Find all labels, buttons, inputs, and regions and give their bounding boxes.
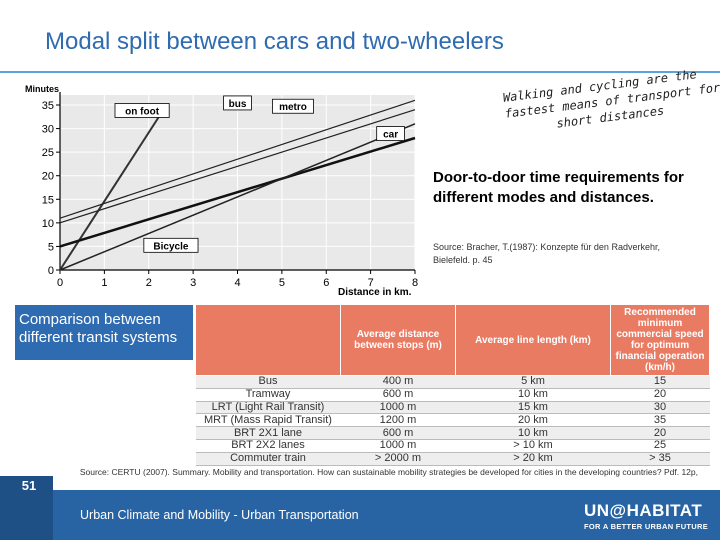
transit-comparison-table: Average distance between stops (m) Avera… — [195, 304, 710, 466]
un-habitat-tagline: FOR A BETTER URBAN FUTURE — [584, 522, 709, 531]
table-cell: 20 km — [455, 413, 611, 428]
table-cell: 400 m — [340, 375, 456, 389]
table-cell: MRT (Mass Rapid Transit) — [195, 413, 341, 428]
table-cell: 10 km — [455, 426, 611, 440]
table-cell: BRT 2X1 lane — [195, 426, 341, 440]
series-line — [59, 123, 416, 271]
table-cell: 35 — [610, 413, 710, 428]
table-cell: 15 km — [455, 401, 611, 415]
table-row: LRT (Light Rail Transit) 1000 m 15 km 30 — [195, 401, 710, 415]
door-to-door-caption: Door-to-door time requirements for diffe… — [433, 169, 684, 206]
table-cell: Bus — [195, 375, 341, 389]
page-number-box — [0, 476, 53, 540]
table-header-row: Average distance between stops (m) Avera… — [195, 304, 710, 376]
series-label: bus — [229, 99, 247, 110]
table-cell: 25 — [610, 439, 710, 453]
series-label-box — [114, 103, 170, 118]
x-tick-label: 3 — [190, 277, 196, 289]
series-line — [59, 136, 416, 248]
series-label: car — [383, 130, 398, 141]
table-cell: 20 — [610, 388, 710, 402]
y-tick-label: 35 — [42, 100, 54, 112]
series-label-box — [272, 98, 314, 114]
table-cell: 1000 m — [340, 401, 456, 415]
series-label-box — [376, 126, 405, 141]
y-tick-label: 0 — [48, 265, 54, 277]
table-header-cell — [195, 304, 341, 376]
footer-text: Urban Climate and Mobility - Urban Trans… — [80, 508, 359, 522]
table-cell: 1000 m — [340, 439, 456, 453]
series-line — [59, 104, 168, 271]
series-label-box — [223, 95, 252, 111]
table-cell: Commuter train — [195, 452, 341, 466]
table-row: BRT 2X1 lane 600 m 10 km 20 — [195, 426, 710, 440]
table-cell: 600 m — [340, 426, 456, 440]
x-tick-label: 7 — [368, 277, 374, 289]
un-habitat-logo: UN@HABITAT — [584, 501, 703, 520]
table-header-cell: Average line length (km) — [455, 304, 611, 376]
series-label-box — [143, 237, 199, 253]
table-header-cell: Recommended minimum commercial speed for… — [610, 304, 710, 376]
table-cell: Tramway — [195, 388, 341, 402]
x-tick-label: 0 — [57, 277, 63, 289]
page-number: 51 — [21, 478, 37, 493]
y-tick-label: 15 — [42, 194, 54, 206]
y-tick-label: 25 — [42, 147, 54, 159]
table-source: Source: CERTU (2007). Summary. Mobility … — [79, 467, 698, 477]
comparison-heading: Comparison between different transit sys… — [15, 305, 193, 360]
footer-bar: Urban Climate and Mobility - Urban Trans… — [0, 476, 720, 540]
y-tick-label: 5 — [48, 241, 54, 253]
table-row: Tramway 600 m 10 km 20 — [195, 388, 710, 402]
table-cell: > 20 km — [455, 452, 611, 466]
table-cell: > 35 — [610, 452, 710, 466]
travel-time-chart-svg: 0 5 10 15 20 25 30 35 0 1 2 3 4 5 6 7 8 Minutes on foot bus… — [25, 84, 418, 289]
slide-title: Modal split between cars and two-wheeler… — [45, 28, 504, 55]
series-line — [59, 109, 416, 224]
handwritten-note: Walking and cycling are the fastest mean… — [502, 66, 720, 137]
table-cell: > 10 km — [455, 439, 611, 453]
table-row: Commuter train > 2000 m > 20 km > 35 — [195, 452, 710, 466]
x-tick-label: 4 — [234, 277, 240, 289]
table-cell: 5 km — [455, 375, 611, 389]
table-cell: 1200 m — [340, 413, 456, 428]
travel-time-chart: 0 5 10 15 20 25 30 35 0 1 2 3 4 5 6 7 8 Minutes on foot bus… — [25, 80, 425, 290]
y-axis-label: Minutes — [25, 84, 59, 94]
series-label: on foot — [125, 106, 160, 117]
y-tick-label: 10 — [42, 218, 54, 230]
x-tick-label: 6 — [323, 277, 329, 289]
y-tick-label: 20 — [42, 171, 54, 183]
table-cell: 15 — [610, 375, 710, 389]
chart-source: Source: Bracher, T.(1987): Konzepte für … — [433, 242, 660, 265]
x-tick-label: 2 — [146, 277, 152, 289]
table-cell: > 2000 m — [340, 452, 456, 466]
table-header-cell: Average distance between stops (m) — [340, 304, 456, 376]
x-tick-label: 8 — [412, 277, 418, 289]
table-cell: LRT (Light Rail Transit) — [195, 401, 341, 415]
table-cell: 30 — [610, 401, 710, 415]
x-axis-label: Distance in km. — [338, 287, 412, 298]
series-label: Bicycle — [153, 241, 188, 252]
table-row: Bus 400 m 5 km 15 — [195, 375, 710, 389]
table-cell: 20 — [610, 426, 710, 440]
title-divider — [0, 71, 720, 73]
series-line — [59, 99, 416, 219]
table-row: MRT (Mass Rapid Transit) 1200 m 20 km 35 — [195, 413, 710, 428]
series-label: metro — [279, 102, 307, 113]
table-cell: 600 m — [340, 388, 456, 402]
x-tick-label: 1 — [101, 277, 107, 289]
table-cell: 10 km — [455, 388, 611, 402]
x-tick-label: 5 — [279, 277, 285, 289]
table-cell: BRT 2X2 lanes — [195, 439, 341, 453]
y-tick-label: 30 — [42, 124, 54, 136]
table-row: BRT 2X2 lanes 1000 m > 10 km 25 — [195, 439, 710, 453]
